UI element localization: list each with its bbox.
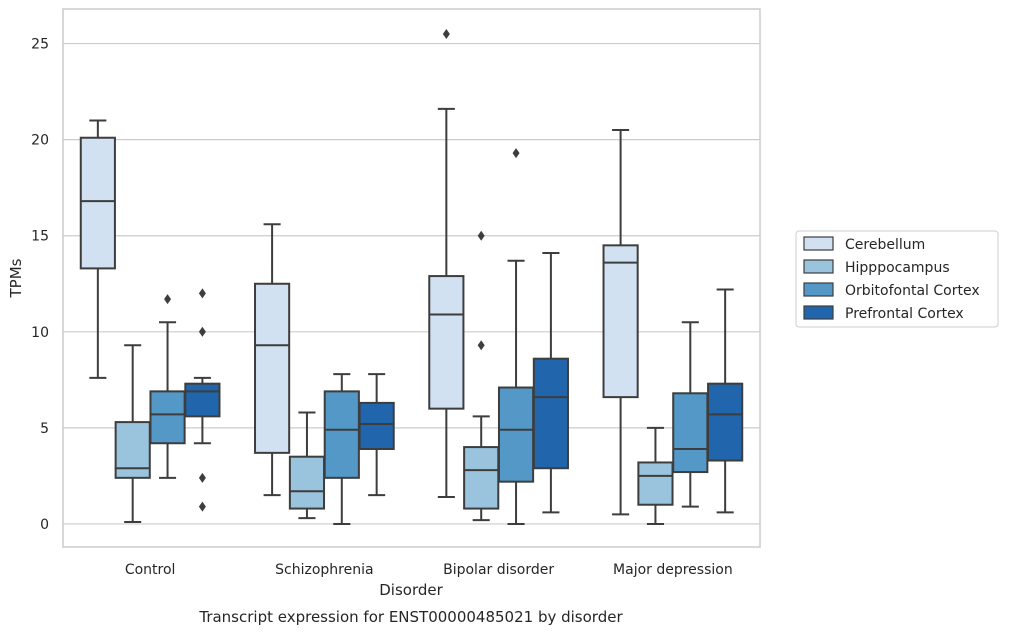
legend-frame bbox=[795, 230, 999, 328]
y-axis-title: TPMs bbox=[7, 258, 25, 298]
box bbox=[532, 357, 569, 470]
box-group bbox=[288, 411, 326, 520]
legend: Cerebellum Hipppocampus Orbitofontal Corte… bbox=[795, 230, 999, 328]
y-tick-labels: 0 5 10 15 20 25 bbox=[31, 37, 49, 533]
box bbox=[114, 421, 151, 479]
box-group bbox=[428, 28, 465, 499]
x-tick-label: Bipolar disorder bbox=[443, 562, 554, 578]
box bbox=[358, 401, 395, 451]
box bbox=[463, 446, 500, 510]
y-tick-label: 25 bbox=[31, 37, 49, 53]
box-group bbox=[358, 373, 395, 497]
box-group bbox=[463, 230, 500, 522]
box bbox=[149, 390, 186, 445]
legend-swatch bbox=[803, 259, 834, 274]
y-tick-label: 15 bbox=[31, 229, 49, 245]
box-group bbox=[323, 373, 360, 525]
box bbox=[184, 382, 221, 418]
outlier-point bbox=[442, 28, 450, 39]
legend-label: Cerebellum bbox=[845, 237, 925, 253]
box bbox=[602, 244, 639, 399]
y-tick-label: 20 bbox=[31, 133, 49, 149]
box bbox=[707, 382, 744, 462]
legend-label: Hipppocampus bbox=[845, 260, 950, 276]
box-group bbox=[114, 344, 151, 524]
box-group bbox=[602, 129, 639, 516]
box bbox=[323, 390, 360, 479]
box bbox=[637, 461, 674, 506]
box bbox=[428, 275, 465, 410]
x-tick-label: Schizophrenia bbox=[275, 562, 373, 578]
box-group bbox=[532, 252, 569, 514]
plot-frame bbox=[62, 8, 761, 548]
box-group bbox=[184, 288, 221, 512]
box-group bbox=[254, 223, 291, 497]
outlier-point bbox=[198, 288, 206, 299]
figure-caption: Transcript expression for ENST0000048502… bbox=[198, 608, 623, 626]
outlier-point bbox=[198, 501, 206, 512]
x-axis-title: Disorder bbox=[379, 581, 443, 599]
box-group bbox=[149, 294, 186, 479]
legend-swatch bbox=[803, 236, 834, 251]
box bbox=[288, 455, 326, 510]
legend-swatch bbox=[803, 282, 834, 297]
y-tick-label: 5 bbox=[40, 421, 49, 437]
x-tick-label: Control bbox=[125, 562, 176, 578]
legend-label: Orbitofontal Cortex bbox=[845, 283, 980, 299]
box bbox=[79, 136, 116, 270]
y-tick-label: 10 bbox=[31, 325, 49, 341]
x-tick-labels: Control Schizophrenia Bipolar disorder Majo… bbox=[125, 562, 733, 578]
outlier-point bbox=[477, 230, 485, 241]
box bbox=[672, 392, 709, 474]
outlier-point bbox=[512, 148, 520, 159]
legend-label: Prefrontal Cortex bbox=[845, 306, 964, 322]
outlier-point bbox=[477, 340, 485, 351]
box-group bbox=[672, 321, 709, 508]
box-groups bbox=[79, 28, 744, 525]
box-group bbox=[79, 119, 116, 379]
legend-swatch bbox=[803, 305, 834, 320]
box-group bbox=[497, 148, 535, 525]
outlier-point bbox=[198, 326, 206, 337]
outlier-point bbox=[164, 294, 172, 305]
box bbox=[254, 282, 291, 454]
x-tick-label: Major depression bbox=[613, 562, 733, 578]
y-tick-label: 0 bbox=[40, 517, 49, 533]
box-group bbox=[707, 288, 744, 514]
box bbox=[497, 386, 535, 483]
box-group bbox=[637, 426, 674, 525]
outlier-point bbox=[198, 472, 206, 483]
